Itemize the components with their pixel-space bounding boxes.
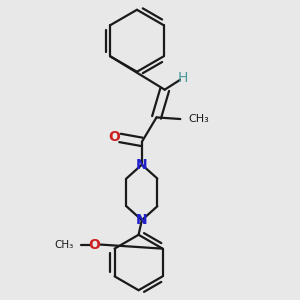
- Text: CH₃: CH₃: [188, 114, 209, 124]
- Text: O: O: [108, 130, 120, 144]
- Text: CH₃: CH₃: [54, 240, 74, 250]
- Text: N: N: [136, 158, 148, 172]
- Text: H: H: [177, 71, 188, 85]
- Text: O: O: [88, 238, 101, 252]
- Text: N: N: [136, 213, 148, 227]
